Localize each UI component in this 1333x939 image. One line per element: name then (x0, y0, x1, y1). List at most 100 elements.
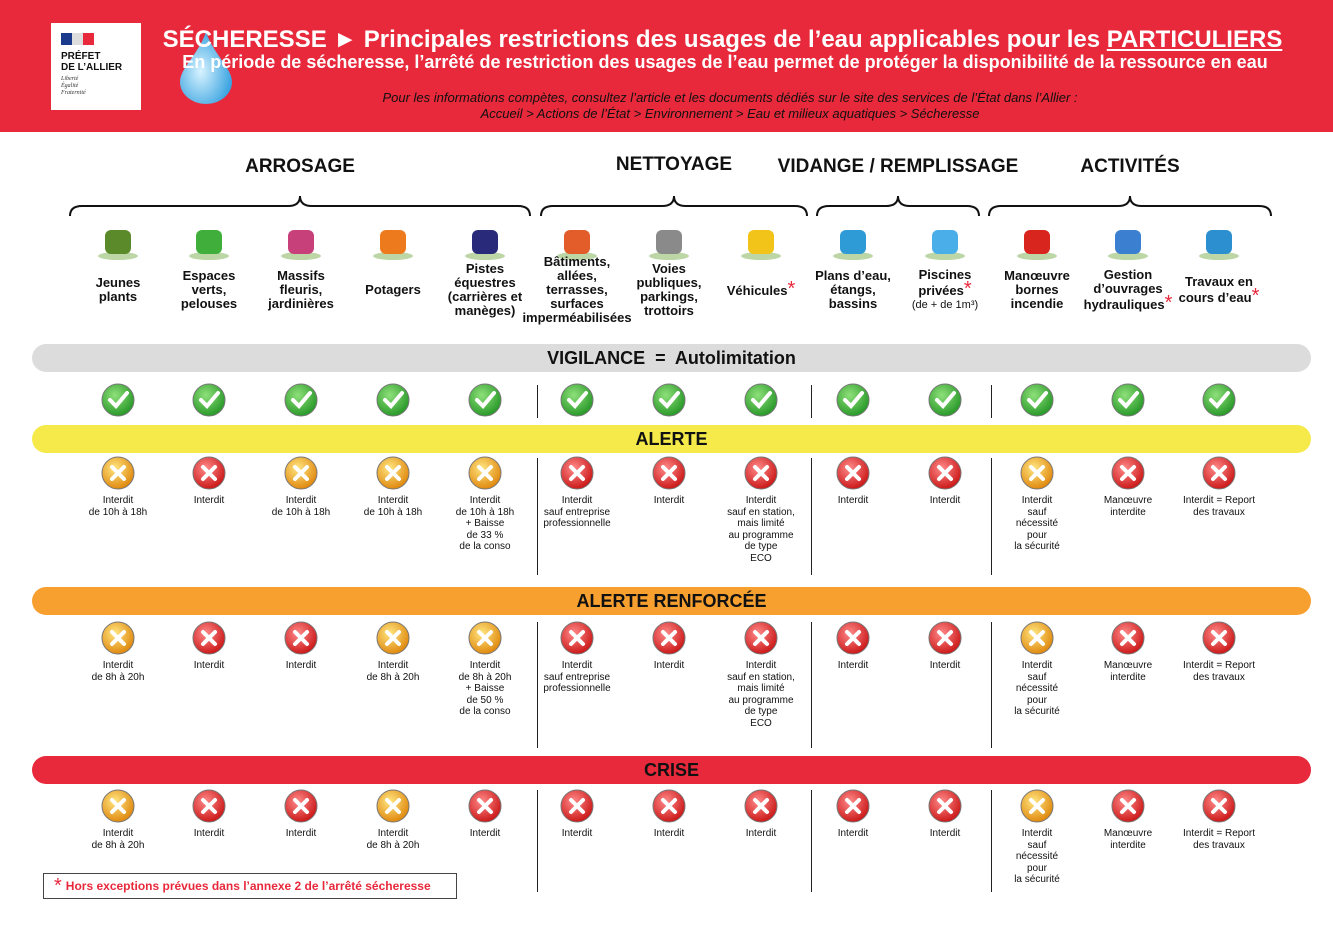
usage-name: Véhicules (726, 283, 788, 298)
status-icon-forbidden (836, 621, 870, 655)
usage-name: Potagers (365, 282, 421, 297)
status-icon-forbidden (1111, 456, 1145, 490)
status-icon-forbidden (836, 789, 870, 823)
status-icon-forbidden (468, 789, 502, 823)
status-icon-partial (468, 621, 502, 655)
status-icon-partial (284, 456, 318, 490)
group-separator (537, 790, 538, 892)
restriction-text: Interdit (837, 660, 869, 671)
status-icon-partial (1020, 789, 1054, 823)
level-band: VIGILANCE = Autolimitation (32, 344, 1311, 372)
usage-pictogram (1199, 230, 1239, 260)
restriction-text: Interdit = Report des travaux (1183, 495, 1255, 518)
usage-label-line: Jeunes plants (96, 276, 141, 304)
status-icon-forbidden (560, 621, 594, 655)
restriction-text: Interdit (193, 495, 225, 506)
title-emphasis: PARTICULIERS (1106, 26, 1283, 53)
restriction-text: Interdit (837, 828, 869, 839)
usage-pictogram (465, 230, 505, 260)
group-separator (811, 790, 812, 892)
group-separator (991, 790, 992, 892)
restriction-text: Interdit (929, 660, 961, 671)
restriction-text: Interdit sauf nécessité pour la sécurité (1014, 495, 1060, 552)
status-icon-forbidden (1202, 789, 1236, 823)
usage-label: Voies publiques, parkings, trottoirs (614, 258, 724, 322)
usage-label-line: Gestion d’ouvrages hydrauliques* (1083, 267, 1173, 314)
group-brace (69, 195, 531, 217)
restriction-text: Interdit de 10h à 18h + Baisse de 33 % d… (455, 495, 515, 552)
usage-label: Massifs fleuris, jardinières (246, 258, 356, 322)
footnote-mark: * (54, 874, 62, 897)
water-drop (180, 32, 232, 104)
header-banner: PRÉFET DE L’ALLIER Liberté Égalité Frate… (0, 0, 1333, 132)
restriction-text: Interdit de 8h à 20h (91, 660, 145, 683)
usage-label: Pistes équestres (carrières et manèges) (430, 258, 540, 322)
restriction-text: Interdit (745, 828, 777, 839)
usage-pictogram (1108, 230, 1148, 260)
usage-name: Manœuvre bornes incendie (1004, 268, 1070, 311)
status-icon-forbidden (652, 621, 686, 655)
status-icon-ok (1020, 383, 1054, 417)
usage-pictogram (98, 230, 138, 260)
usage-pictogram (281, 230, 321, 260)
restriction-text: Manœuvre interdite (1103, 660, 1153, 683)
status-icon-forbidden (1111, 621, 1145, 655)
title: SÉCHERESSE ► Principales restrictions de… (140, 26, 1305, 54)
status-icon-ok (468, 383, 502, 417)
usage-label-line: Travaux en cours d’eau* (1178, 274, 1260, 307)
status-icon-forbidden (928, 456, 962, 490)
usage-label: Potagers (338, 258, 448, 322)
restriction-text: Interdit (653, 828, 685, 839)
group-separator (991, 622, 992, 748)
restriction-text: Interdit (929, 495, 961, 506)
restriction-text: Interdit sauf entreprise professionnelle (543, 495, 611, 529)
group-title: NETTOYAGE (615, 154, 733, 175)
group-title: VIDANGE / REMPLISSAGE (777, 156, 1019, 177)
exception-mark: * (963, 278, 972, 300)
restriction-text: Interdit de 8h à 20h (91, 828, 145, 851)
status-icon-forbidden (1202, 456, 1236, 490)
restriction-text: Interdit sauf entreprise professionnelle (543, 660, 611, 694)
usage-pictogram (741, 230, 781, 260)
usage-label-line: Piscines privées* (918, 268, 972, 300)
restriction-text: Interdit (469, 828, 501, 839)
usage-label: Manœuvre bornes incendie (982, 258, 1092, 322)
status-icon-forbidden (192, 456, 226, 490)
group-separator (537, 458, 538, 575)
marianne-mark (61, 33, 94, 45)
group-brace (540, 195, 808, 217)
exception-mark: * (1164, 292, 1173, 314)
usage-label: Piscines privées* (de + de 1m³) (890, 258, 1000, 322)
restriction-text: Interdit = Report des travaux (1183, 660, 1255, 683)
level-band: CRISE (32, 756, 1311, 784)
restriction-text: Interdit (561, 828, 593, 839)
restriction-text: Interdit (285, 660, 317, 671)
motto: Liberté Égalité Fraternité (61, 76, 86, 96)
status-icon-partial (376, 621, 410, 655)
group-separator (991, 458, 992, 575)
restriction-text: Interdit = Report des travaux (1183, 828, 1255, 851)
footnote: * Hors exceptions prévues dans l’annexe … (43, 873, 457, 899)
status-icon-forbidden (560, 456, 594, 490)
usage-name: Gestion d’ouvrages hydrauliques (1083, 267, 1165, 312)
status-icon-partial (376, 789, 410, 823)
restriction-text: Interdit sauf en station, mais limité au… (727, 660, 795, 729)
status-icon-ok (928, 383, 962, 417)
status-icon-forbidden (652, 456, 686, 490)
usage-name: Voies publiques, parkings, trottoirs (636, 261, 702, 318)
group-brace (816, 195, 980, 217)
status-icon-ok (101, 383, 135, 417)
usage-label-line: Manœuvre bornes incendie (1004, 269, 1070, 311)
restriction-text: Interdit de 8h à 20h (366, 660, 420, 683)
restriction-text: Interdit (193, 828, 225, 839)
usage-label-line: Plans d’eau, étangs, bassins (815, 269, 891, 311)
status-icon-ok (284, 383, 318, 417)
status-icon-forbidden (192, 789, 226, 823)
level-band: ALERTE (32, 425, 1311, 453)
usage-pictogram (833, 230, 873, 260)
status-icon-partial (1020, 621, 1054, 655)
status-icon-ok (1111, 383, 1145, 417)
usage-name: Travaux en cours d’eau (1178, 274, 1253, 305)
usage-label: Véhicules* (706, 258, 816, 322)
restriction-text: Interdit de 10h à 18h (88, 495, 148, 518)
